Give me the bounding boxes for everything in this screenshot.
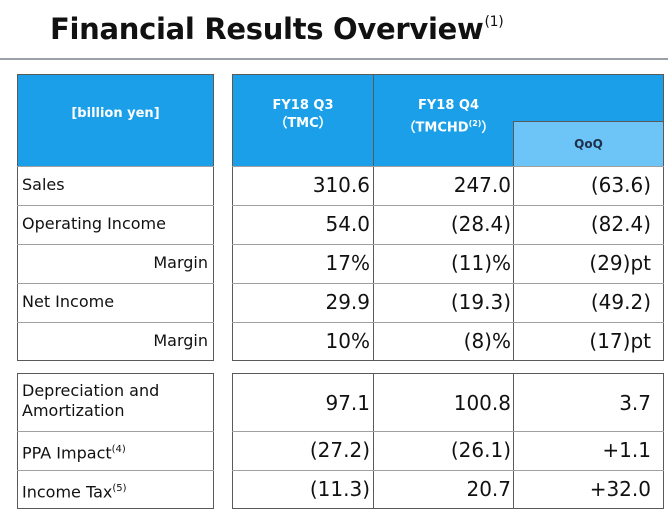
qoq-value: (49.2)	[590, 290, 651, 314]
table-row: Margin 17% (11)% (29)pt	[0, 244, 668, 282]
column-divider	[373, 373, 374, 509]
table-row: Sales 310.6 247.0 (63.6)	[0, 166, 668, 204]
table-row: Operating Income 54.0 (28.4) (82.4)	[0, 205, 668, 243]
table-row: Net Income 29.9 (19.3) (49.2)	[0, 283, 668, 321]
qoq-value: (17)pt	[589, 329, 651, 353]
fy18-q4-value: (28.4)	[450, 212, 511, 236]
column-divider	[513, 373, 514, 509]
unit-header: [billion yen]	[18, 75, 213, 166]
column-divider	[513, 166, 514, 361]
values-box-lower	[232, 373, 664, 509]
values-box	[232, 74, 664, 361]
label-column-box-lower	[17, 373, 214, 509]
fy18-q3-header: FY18 Q3 （TMC）	[233, 75, 373, 166]
table-row: Depreciation and Amortization 97.1 100.8 …	[0, 373, 668, 431]
title-footnote: (1)	[484, 14, 504, 30]
row-label: Net Income	[22, 292, 115, 311]
row-label: Income Tax(5)	[22, 482, 127, 502]
qoq-value: 3.7	[619, 391, 651, 415]
label-column-box	[17, 74, 214, 361]
fy18-q3-value: 17%	[325, 251, 370, 275]
qoq-value: (82.4)	[590, 212, 651, 236]
table-row: Margin 10% (8)% (17)pt	[0, 322, 668, 360]
fy18-q4-value: (19.3)	[450, 290, 511, 314]
table-row: PPA Impact(4) (27.2) (26.1) +1.1	[0, 431, 668, 469]
row-label: PPA Impact(4)	[22, 443, 126, 463]
row-label: Operating Income	[22, 214, 166, 233]
column-divider	[373, 75, 374, 361]
fy18-q4-value: 100.8	[453, 391, 511, 415]
page-title: Financial Results Overview(1)	[50, 12, 504, 46]
row-label: Margin	[153, 253, 208, 272]
qoq-value: +1.1	[602, 438, 651, 462]
table-row: Income Tax(5) (11.3) 20.7 +32.0	[0, 470, 668, 508]
fy18-q3-value: 29.9	[325, 290, 370, 314]
fy18-q4-value: (8)%	[463, 329, 511, 353]
fy18-q4-value: (11)%	[450, 251, 511, 275]
fy18-q3-value: 310.6	[312, 173, 370, 197]
qoq-value: (29)pt	[589, 251, 651, 275]
fy18-q3-value: 10%	[325, 329, 370, 353]
row-label: Margin	[153, 331, 208, 350]
row-label: Sales	[22, 175, 65, 194]
fy18-q3-value: (11.3)	[309, 477, 370, 501]
fy18-q4-value: 247.0	[453, 173, 511, 197]
fy18-q3-value: 54.0	[325, 212, 370, 236]
qoq-header: QoQ	[513, 121, 663, 166]
fy18-q3-value: 97.1	[325, 391, 370, 415]
fy18-q4-value: (26.1)	[450, 438, 511, 462]
fy18-q4-value: 20.7	[466, 477, 511, 501]
qoq-value: (63.6)	[590, 173, 651, 197]
title-divider	[0, 58, 668, 60]
row-label: Depreciation and Amortization	[22, 381, 160, 420]
qoq-value: +32.0	[589, 477, 651, 501]
fy18-q3-value: (27.2)	[309, 438, 370, 462]
